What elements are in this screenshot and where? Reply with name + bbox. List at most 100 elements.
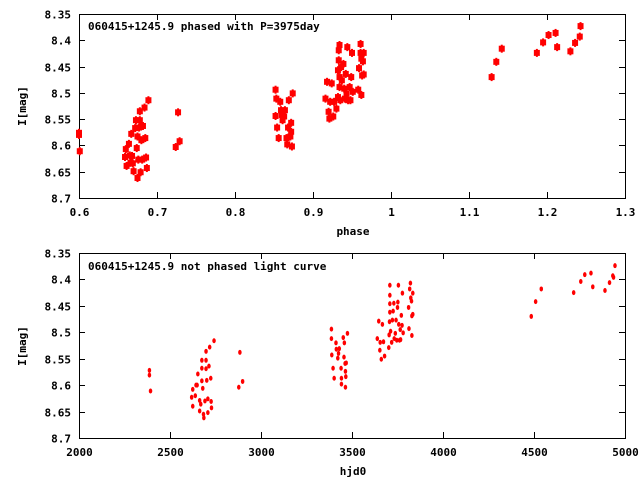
data-point <box>331 365 335 371</box>
data-point-errorbar <box>281 116 284 125</box>
data-point <box>539 286 544 292</box>
data-point-errorbar <box>178 137 181 146</box>
data-point-errorbar <box>134 116 137 125</box>
data-point <box>390 317 395 323</box>
data-point <box>396 282 401 288</box>
data-point <box>589 270 593 276</box>
data-point-errorbar <box>340 76 343 85</box>
data-point-errorbar <box>490 73 493 82</box>
data-point-errorbar <box>547 31 550 40</box>
x-tick-label: 2000 <box>66 446 93 459</box>
data-point <box>342 354 346 360</box>
data-point-errorbar <box>338 41 341 50</box>
x-tick-label: 0.8 <box>226 206 246 219</box>
unphased-plot-frame <box>79 253 626 439</box>
data-point <box>240 378 245 384</box>
data-point-errorbar <box>350 73 353 82</box>
data-point-errorbar <box>344 69 347 78</box>
data-point <box>147 367 152 373</box>
data-point-errorbar <box>349 96 352 105</box>
data-point-errorbar <box>136 174 139 183</box>
data-point <box>533 299 538 305</box>
data-point-errorbar <box>286 140 289 149</box>
data-point-errorbar <box>339 96 342 105</box>
data-point <box>344 360 348 366</box>
data-point-errorbar <box>340 63 343 72</box>
data-point-errorbar <box>138 116 141 125</box>
data-point-errorbar <box>554 28 557 37</box>
data-point <box>603 288 607 294</box>
data-point-errorbar <box>569 47 572 56</box>
data-point <box>398 337 403 343</box>
data-point <box>583 272 587 278</box>
data-point-errorbar <box>342 59 345 68</box>
data-point-errorbar <box>359 39 362 48</box>
data-point <box>237 384 241 390</box>
x-tick-label: 0.6 <box>70 206 90 219</box>
data-point <box>571 290 576 296</box>
data-point <box>382 353 387 359</box>
data-point-errorbar <box>330 79 333 88</box>
data-point <box>396 299 400 305</box>
data-point-errorbar <box>351 87 354 96</box>
data-point <box>330 352 334 358</box>
data-point-errorbar <box>362 70 365 79</box>
data-point <box>398 327 402 333</box>
x-tick-label: 4500 <box>521 446 548 459</box>
data-point-errorbar <box>138 107 141 116</box>
data-point <box>203 398 207 404</box>
data-point-errorbar <box>279 97 282 106</box>
data-point <box>191 386 195 392</box>
data-point <box>191 403 195 409</box>
data-point-errorbar <box>145 153 148 162</box>
data-point-errorbar <box>132 167 135 176</box>
data-point-errorbar <box>362 48 365 57</box>
data-point <box>395 337 399 343</box>
data-point-errorbar <box>332 112 335 121</box>
data-point <box>334 346 339 352</box>
data-point <box>397 321 401 327</box>
data-point <box>406 304 411 310</box>
data-point-errorbar <box>141 155 144 164</box>
data-point <box>388 292 392 298</box>
data-point-errorbar <box>578 32 581 41</box>
data-point <box>408 280 413 286</box>
data-point-errorbar <box>291 89 294 98</box>
data-point-errorbar <box>125 161 128 170</box>
data-point-errorbar <box>345 89 348 98</box>
data-point-errorbar <box>337 46 340 55</box>
data-point <box>343 384 348 390</box>
phased-plot: 060415+1245.9 phased with P=3975day phas… <box>16 9 635 239</box>
data-point <box>204 348 208 354</box>
data-point-errorbar <box>277 134 280 143</box>
data-point <box>212 338 216 344</box>
phased-plot-xlabel: phase <box>336 225 369 238</box>
data-point <box>207 363 211 369</box>
data-point <box>343 368 348 374</box>
data-point-errorbar <box>357 85 360 94</box>
data-point-errorbar <box>535 48 538 57</box>
data-point <box>407 326 411 332</box>
phased-plot-ylabel: I[mag] <box>16 86 29 126</box>
unphased-plot: 060415+1245.9 not phased light curve hjd… <box>16 248 639 479</box>
data-point <box>341 335 346 341</box>
data-point-errorbar <box>358 64 361 73</box>
data-point-errorbar <box>136 132 139 141</box>
x-tick-label: 0.9 <box>304 206 324 219</box>
x-tick-label: 1 <box>388 206 395 219</box>
data-point <box>387 345 391 351</box>
data-point-errorbar <box>343 84 346 93</box>
data-point-errorbar <box>336 93 339 102</box>
data-point <box>205 377 209 383</box>
data-point <box>399 312 404 318</box>
data-point-errorbar <box>333 97 336 106</box>
data-point-errorbar <box>124 152 127 161</box>
data-point <box>207 344 212 350</box>
data-point-errorbar <box>124 145 127 154</box>
x-tick-label: 5000 <box>612 446 639 459</box>
data-point-errorbar <box>138 123 141 132</box>
data-point <box>329 336 334 342</box>
y-tick-label: 8.7 <box>51 193 71 206</box>
y-tick-label: 8.35 <box>45 248 72 261</box>
